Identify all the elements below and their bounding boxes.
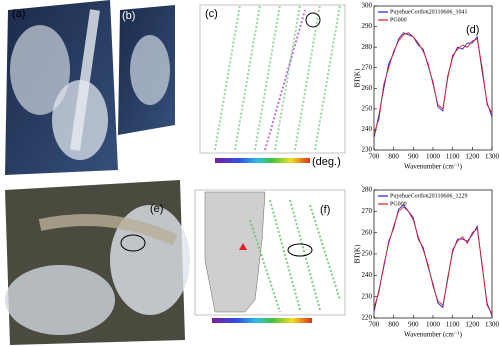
x-tick-label: 1100	[446, 321, 460, 329]
plot-frame	[373, 189, 493, 319]
map-c	[199, 4, 346, 163]
satellite-image-e	[5, 180, 190, 345]
y-tick-label: 290	[362, 22, 373, 30]
x-axis-label: Wavenumber (cm⁻¹)	[404, 163, 463, 171]
x-tick-label: 700	[369, 153, 380, 161]
x-tick-label: 1200	[465, 153, 480, 161]
y-tick-label: 270	[362, 207, 373, 215]
y-tick-label: 230	[362, 146, 373, 154]
spectrum-line	[373, 204, 493, 317]
y-tick-label: 250	[362, 104, 373, 112]
panel-label: (d)	[466, 24, 479, 36]
x-tick-label: 1100	[446, 153, 460, 161]
legend-label: PG000	[390, 201, 407, 207]
panel-label: (e)	[150, 203, 163, 215]
y-tick-label: 300	[362, 2, 373, 10]
spectrum-line	[373, 32, 493, 134]
y-tick-label: 250	[362, 250, 373, 258]
x-tick-label: 1000	[426, 153, 441, 161]
satellite-image-a	[5, 0, 118, 175]
panel-label: (c)	[205, 8, 218, 20]
x-tick-label: 1300	[485, 321, 500, 329]
y-axis-label: BT(K)	[354, 244, 362, 263]
panel-label: (f)	[320, 204, 330, 216]
x-tick-label: 1300	[485, 153, 500, 161]
map-f	[194, 189, 346, 323]
y-tick-label: 280	[362, 186, 373, 194]
y-tick-label: 240	[362, 125, 373, 133]
y-tick-label: 260	[362, 228, 373, 236]
panel-label: (b)	[122, 10, 135, 22]
spectrum-line	[373, 206, 493, 314]
y-tick-label: 230	[362, 292, 373, 300]
colorbar-unit: (deg.)	[312, 156, 341, 168]
spectrum-line	[373, 32, 493, 138]
y-tick-label: 260	[362, 84, 373, 92]
x-tick-label: 1200	[465, 321, 480, 329]
y-tick-label: 240	[362, 271, 373, 279]
legend-label: PG000	[390, 17, 407, 23]
x-axis-label: Wavenumber (cm⁻¹)	[404, 331, 463, 339]
legend-label: PuyehueCordon20110606_1229	[390, 193, 467, 199]
panel-label: (a)	[12, 8, 25, 20]
x-tick-label: 800	[388, 153, 399, 161]
x-tick-label: 900	[408, 321, 419, 329]
y-tick-label: 270	[362, 63, 373, 71]
x-tick-label: 900	[408, 153, 419, 161]
satellite-image-b	[118, 5, 175, 135]
y-tick-label: 280	[362, 43, 373, 51]
y-axis-label: BT(K)	[354, 68, 362, 87]
legend-label: PuyehueCordon20110606_1041	[390, 9, 467, 15]
x-tick-label: 1000	[426, 321, 441, 329]
y-tick-label: 220	[362, 314, 373, 322]
x-tick-label: 800	[388, 321, 399, 329]
x-tick-label: 700	[369, 321, 380, 329]
